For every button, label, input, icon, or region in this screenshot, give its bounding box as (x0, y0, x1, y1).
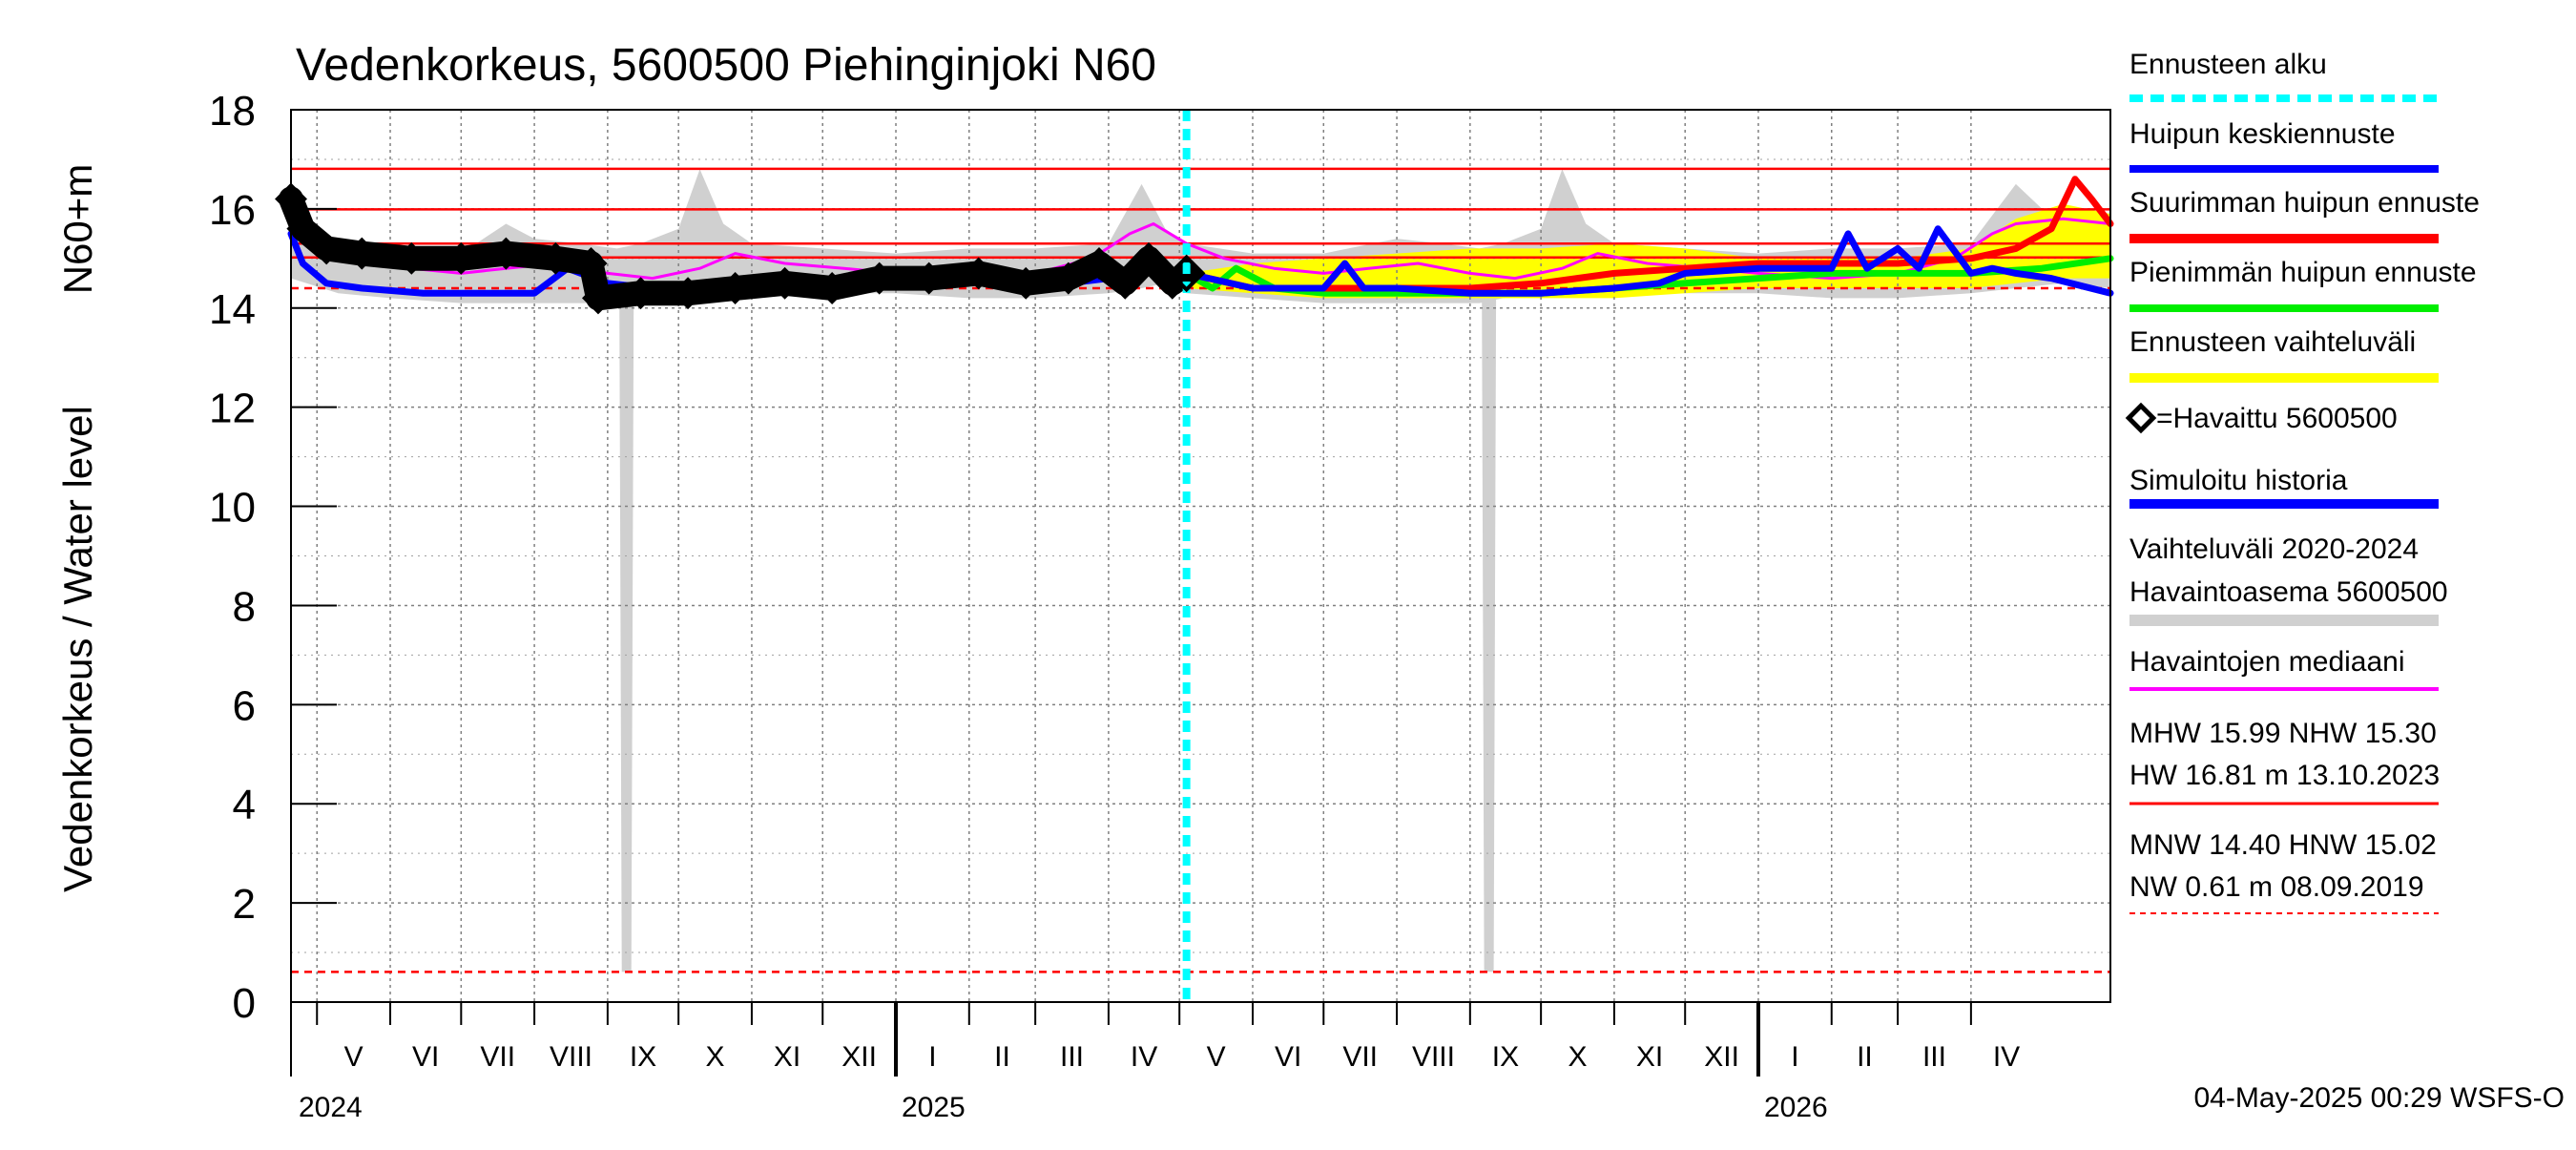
x-month-label: VII (1342, 1041, 1378, 1073)
observed-point-marker (395, 241, 428, 275)
observed-point-marker (1009, 266, 1043, 300)
y-tick-label: 14 (209, 286, 256, 333)
x-month-label: III (1060, 1041, 1084, 1073)
y-tick-label: 12 (209, 386, 256, 432)
observed-point-marker (1132, 241, 1165, 275)
x-month-label: IX (1492, 1041, 1519, 1073)
legend-label: Huipun keskiennuste (2129, 118, 2396, 150)
plot-frame (290, 109, 2111, 1003)
x-month-label: X (1568, 1041, 1588, 1073)
observed-point-marker (1109, 266, 1142, 300)
timestamp: 04-May-2025 00:29 WSFS-O (2194, 1082, 2566, 1114)
y-tick-label: 18 (209, 88, 256, 135)
x-month-label: II (1857, 1041, 1873, 1073)
x-month-label: XI (1636, 1041, 1663, 1073)
x-month-label: VIII (1412, 1041, 1455, 1073)
x-month-label: V (344, 1041, 364, 1073)
x-month-label: IX (630, 1041, 656, 1073)
y-tick-label: 8 (233, 583, 256, 630)
x-month-label: IV (1993, 1041, 2020, 1073)
y-tick-label: 10 (209, 485, 256, 532)
x-month-label: VI (412, 1041, 439, 1073)
observed-point-marker (574, 247, 608, 280)
observed-point-marker (718, 272, 752, 304)
latest-observation-marker (1167, 254, 1206, 293)
legend-label: Havaintojen mediaani (2129, 646, 2405, 678)
y-tick-label: 4 (233, 782, 256, 828)
x-year-label: 2024 (299, 1092, 363, 1123)
chart-title: Vedenkorkeus, 5600500 Piehinginjoki N60 (296, 40, 1156, 91)
x-month-label: VII (480, 1041, 515, 1073)
stats-low-line1: MNW 14.40 HNW 15.02 (2129, 829, 2437, 861)
stats-low-line2: NW 0.61 m 08.09.2019 (2129, 871, 2424, 903)
x-year-label: 2025 (902, 1092, 966, 1123)
history-range-spike (619, 298, 634, 972)
legend-label: =Havaittu 5600500 (2156, 403, 2398, 434)
observed-point-marker (962, 257, 995, 290)
x-month-label: IV (1131, 1041, 1157, 1073)
x-month-label: I (1791, 1041, 1798, 1073)
x-month-label: III (1922, 1041, 1946, 1073)
legend-label: Ennusteen alku (2129, 49, 2327, 80)
observed-point-marker (445, 241, 478, 275)
x-month-label: VIII (550, 1041, 592, 1073)
stats-high-line1: MHW 15.99 NHW 15.30 (2129, 718, 2437, 749)
x-month-label: II (994, 1041, 1010, 1073)
observed-point-marker (1083, 247, 1115, 280)
legend-label: Ennusteen vaihteluväli (2129, 326, 2416, 358)
observed-point-marker (624, 277, 657, 310)
legend-marker-observed-icon (2125, 402, 2157, 434)
observed-point-marker (912, 261, 945, 295)
series-huipun-keskiennuste (1183, 225, 2114, 297)
x-year-label: 2026 (1764, 1092, 1828, 1123)
y-tick-label: 16 (209, 187, 256, 234)
y-axis-unit-label: N60+m (55, 164, 100, 295)
legend-label: Simuloitu historia (2129, 465, 2348, 496)
y-tick-label: 0 (233, 980, 256, 1027)
observed-point-marker (310, 232, 343, 265)
x-month-label: XI (774, 1041, 800, 1073)
legend-label: Havaintoasema 5600500 (2129, 576, 2448, 608)
observed-point-marker (286, 212, 320, 245)
x-month-label: V (1207, 1041, 1226, 1073)
y-tick-label: 2 (233, 881, 256, 928)
x-month-label: I (928, 1041, 936, 1073)
observed-point-marker (672, 277, 705, 310)
history-range-spike (1482, 298, 1497, 972)
observed-point-marker (1051, 261, 1085, 295)
observed-point-marker (816, 272, 849, 304)
x-month-label: VI (1275, 1041, 1301, 1073)
x-month-label: XII (841, 1041, 877, 1073)
legend-label: Vaihteluväli 2020-2024 (2129, 533, 2419, 565)
legend-label: Pienimmän huipun ennuste (2129, 257, 2477, 288)
observed-point-marker (581, 282, 614, 315)
y-axis-label: Vedenkorkeus / Water level (55, 406, 100, 892)
y-tick-label: 6 (233, 682, 256, 729)
legend-label: Suurimman huipun ennuste (2129, 187, 2480, 219)
observed-point-marker (768, 266, 801, 300)
x-month-label: X (706, 1041, 725, 1073)
observed-point-marker (539, 241, 572, 275)
stats-high-line2: HW 16.81 m 13.10.2023 (2129, 760, 2440, 791)
observed-point-marker (862, 261, 896, 295)
x-month-label: XII (1704, 1041, 1739, 1073)
